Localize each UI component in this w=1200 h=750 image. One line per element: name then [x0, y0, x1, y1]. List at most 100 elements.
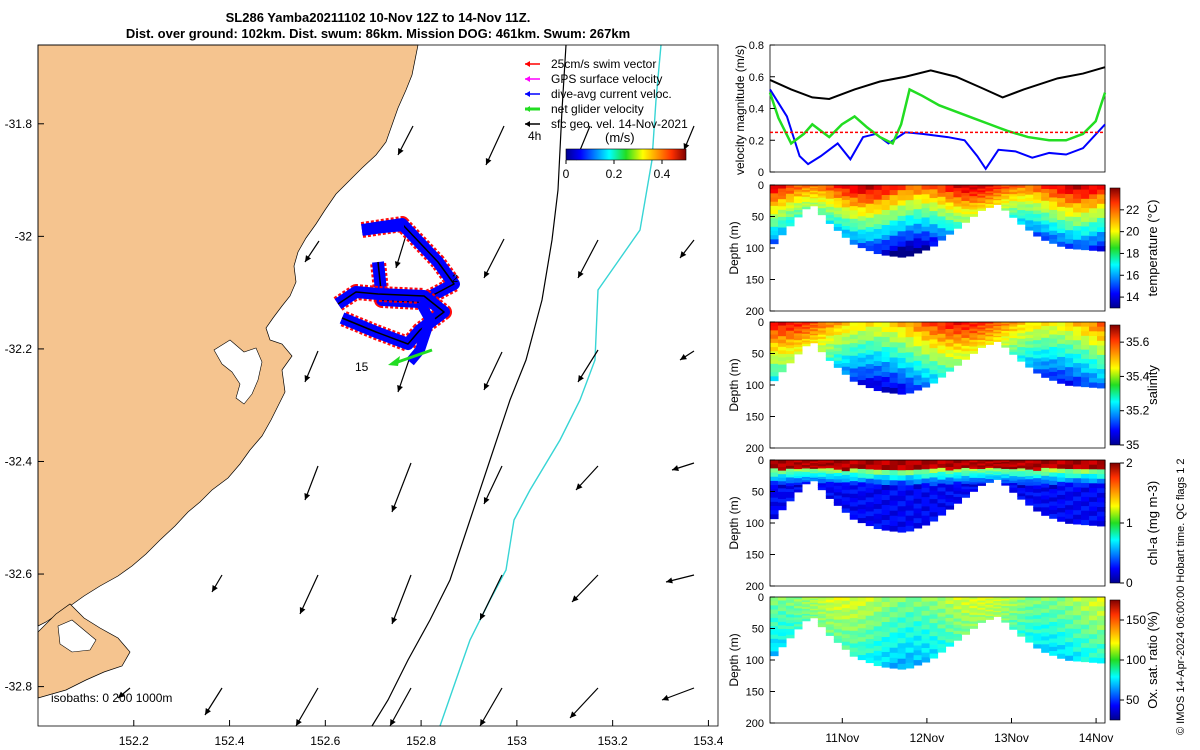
- legend-label: sfc geo. vel. 14-Nov-2021: [551, 117, 688, 131]
- section-cell: [929, 468, 939, 474]
- section-cell: [961, 332, 971, 336]
- section-cell: [1033, 336, 1042, 341]
- section-cell: [929, 237, 939, 243]
- section-cell: [857, 619, 867, 625]
- section-cell: [825, 490, 835, 494]
- section-cell: [953, 606, 963, 610]
- section-cell: [833, 331, 843, 336]
- section-cell: [1073, 642, 1082, 648]
- section-cell: [993, 197, 1002, 200]
- section-cell: [1065, 478, 1074, 484]
- section-cell: [993, 328, 1002, 331]
- section-cell: [1033, 478, 1042, 483]
- section-cell: [801, 463, 811, 466]
- section-cell: [961, 615, 971, 619]
- section-cell: [1073, 212, 1082, 218]
- section-cell: [1057, 623, 1066, 629]
- section-cell: [873, 380, 883, 387]
- section-cell: [849, 510, 859, 516]
- section-cell: [1001, 483, 1010, 486]
- section-cell: [1041, 236, 1050, 241]
- section-cell: [1073, 198, 1082, 204]
- section-cell: [865, 199, 875, 205]
- section-cell: [841, 196, 851, 201]
- section-cell: [833, 325, 843, 330]
- section-cell: [1009, 471, 1018, 475]
- section-cell: [1001, 472, 1010, 475]
- section-cell: [873, 185, 883, 191]
- section-cell: [793, 469, 803, 472]
- section-cell: [849, 231, 859, 237]
- velocity-y-tick-label: 0.4: [749, 104, 764, 116]
- section-cell: [889, 627, 899, 634]
- section-cell: [1097, 634, 1106, 640]
- section-cell: [833, 328, 843, 333]
- legend-arrowhead: [525, 121, 530, 127]
- section-cell: [1009, 191, 1018, 195]
- section-cell: [793, 196, 803, 200]
- section-cell: [969, 603, 978, 607]
- section-cell: [953, 322, 963, 326]
- section-cell: [985, 600, 994, 603]
- section-cell: [969, 193, 978, 197]
- section-cell: [889, 332, 899, 338]
- section-cell: [849, 197, 859, 203]
- section-cell: [873, 346, 883, 352]
- section-cell: [817, 208, 827, 211]
- section-cell: [1025, 347, 1034, 352]
- section-cell: [849, 338, 859, 344]
- section-cell: [873, 523, 883, 530]
- section-cell: [961, 610, 971, 614]
- section-cell: [921, 610, 931, 617]
- section-cell: [897, 215, 907, 222]
- section-cell: [961, 198, 971, 202]
- section-cell: [1041, 345, 1050, 351]
- section-cell: [809, 339, 819, 342]
- section-cell: [1065, 185, 1074, 191]
- section-cell: [921, 648, 931, 654]
- section-cell: [801, 481, 811, 485]
- section-cell: [833, 223, 843, 228]
- section-cell: [1033, 325, 1042, 330]
- section-cell: [1057, 185, 1066, 190]
- section-cell: [969, 460, 978, 463]
- legend-arrowhead: [525, 76, 530, 82]
- section-cell: [793, 626, 803, 630]
- section-cell: [857, 189, 867, 195]
- section-cell: [1033, 507, 1042, 512]
- section-cell: [817, 599, 827, 602]
- section-cell: [1057, 601, 1066, 607]
- section-cell: [1089, 615, 1098, 621]
- section-cell: [905, 332, 915, 338]
- section-cell: [1065, 212, 1074, 218]
- sfc-velocity-arrowhead: [576, 483, 583, 490]
- section-cell: [897, 501, 907, 507]
- section-cell: [1001, 322, 1010, 325]
- section-cell: [921, 198, 931, 205]
- section-cell: [1081, 358, 1090, 365]
- section-cell: [929, 339, 939, 345]
- section-cell: [1009, 599, 1018, 603]
- sfc-velocity-arrow: [483, 465, 503, 505]
- map-x-tick-label: 152.2: [119, 734, 149, 748]
- section-cell: [945, 467, 955, 472]
- section-cell: [1097, 194, 1106, 200]
- section-cell: [770, 460, 779, 465]
- section-cell: [1009, 478, 1018, 482]
- section-cell: [993, 606, 1002, 609]
- section-cell: [937, 644, 947, 649]
- section-cell: [969, 322, 978, 325]
- section-cell: [889, 617, 899, 623]
- section-cell: [809, 605, 819, 608]
- section-cell: [873, 351, 883, 357]
- section-cell: [1089, 460, 1098, 466]
- section-cell: [881, 602, 891, 608]
- section-cell: [793, 326, 803, 330]
- section-cell: [1009, 198, 1018, 202]
- section-cell: [1065, 651, 1074, 657]
- section-cell: [777, 322, 787, 327]
- section-cell: [770, 347, 779, 352]
- section-cell: [801, 473, 811, 476]
- section-cell: [865, 639, 875, 645]
- section-cell: [1025, 613, 1034, 617]
